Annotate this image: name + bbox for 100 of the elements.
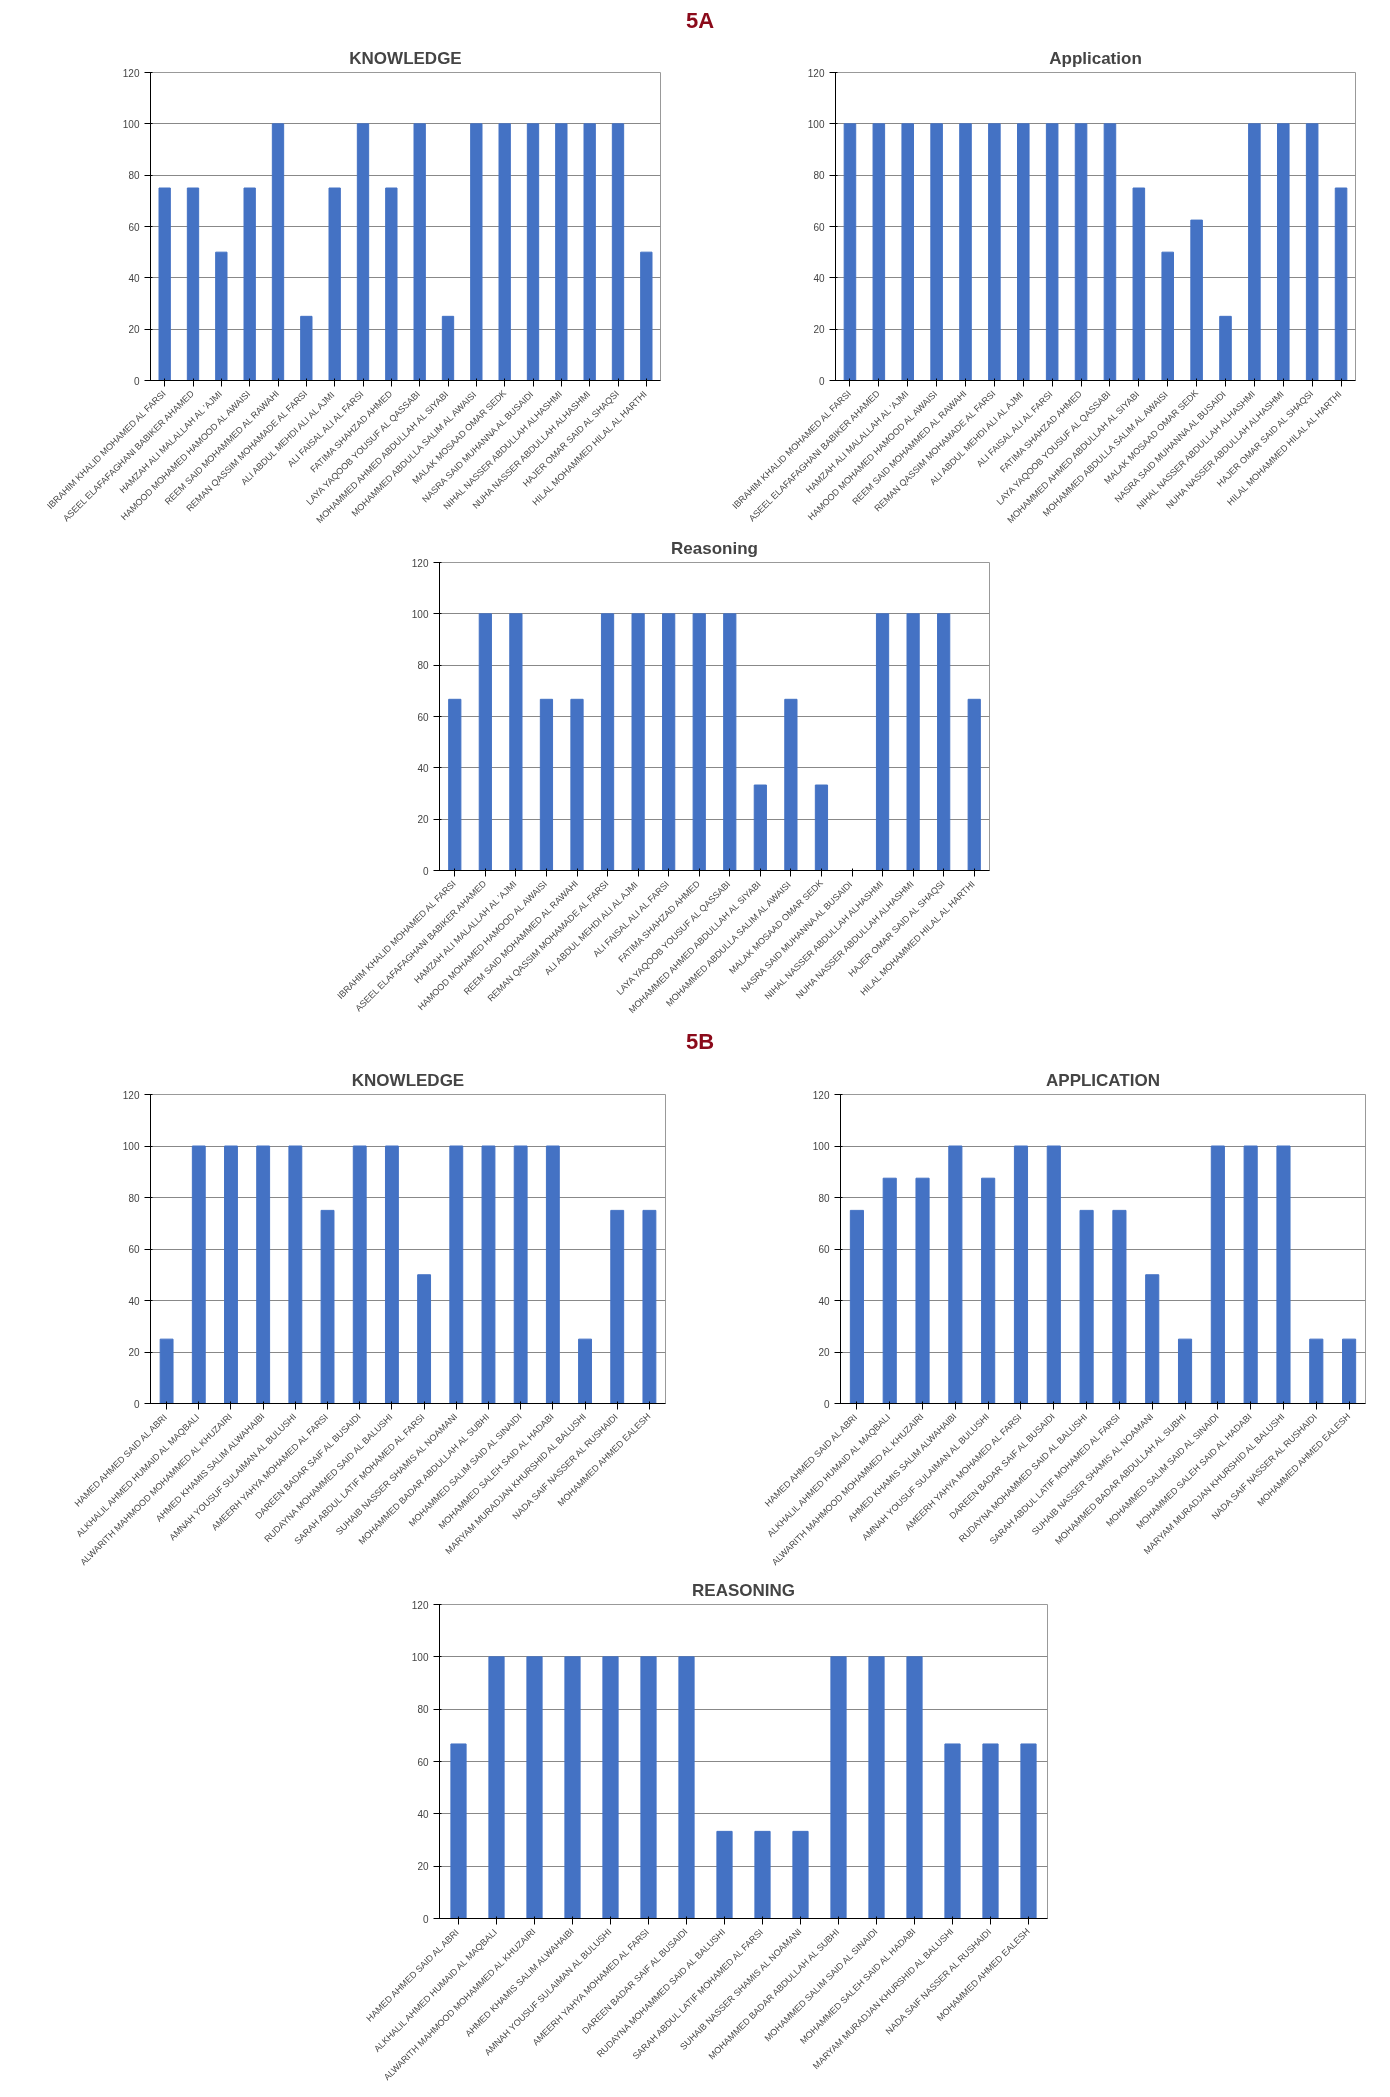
bar [967, 699, 981, 871]
bar [191, 1145, 206, 1404]
bar [1046, 1145, 1061, 1404]
bar [937, 613, 951, 871]
bar [875, 613, 890, 871]
bar [1334, 187, 1348, 381]
bar [498, 123, 511, 381]
bar [564, 1656, 581, 1919]
y-tick-label: 60 [813, 221, 825, 233]
y-tick-label: 40 [818, 1295, 830, 1307]
bar [843, 123, 857, 381]
y-tick-label: 100 [812, 1140, 830, 1152]
y-tick-label: 60 [417, 1756, 429, 1768]
bar [930, 123, 943, 381]
bar [1309, 1338, 1324, 1404]
bar [1017, 123, 1030, 381]
y-tick-label: 0 [823, 1398, 830, 1410]
y-tick-label: 80 [417, 660, 429, 672]
y-tick-label: 120 [411, 1599, 429, 1611]
bar [441, 316, 455, 381]
chart-title: KNOWLEDGE [349, 48, 462, 68]
y-tick-label: 120 [812, 1089, 830, 1101]
bar [1020, 1743, 1037, 1919]
y-tick-label: 60 [818, 1243, 830, 1255]
bar [450, 1743, 467, 1919]
bar [610, 1209, 625, 1404]
bar [300, 316, 313, 381]
bar [328, 187, 341, 381]
bar [545, 1145, 560, 1404]
y-tick-label: 20 [128, 1346, 140, 1358]
bar [448, 699, 462, 871]
bar [882, 1177, 897, 1404]
bar [901, 123, 914, 381]
bar [539, 699, 554, 871]
y-tick-label: 60 [128, 1243, 140, 1255]
bar [1103, 123, 1117, 381]
y-tick-label: 100 [122, 1140, 140, 1152]
y-tick-label: 20 [813, 324, 825, 336]
chart-title: KNOWLEDGE [351, 1070, 465, 1090]
bar [906, 1656, 923, 1919]
bar [1277, 123, 1290, 381]
bar [271, 123, 285, 381]
bar [849, 1209, 864, 1404]
bar [754, 1830, 771, 1919]
bar [631, 613, 645, 871]
bar [158, 187, 171, 381]
bar [640, 252, 653, 381]
bar [872, 123, 886, 381]
bar [1161, 252, 1174, 381]
bar [385, 187, 398, 381]
bar [753, 784, 767, 871]
bar [555, 123, 568, 381]
bar [1243, 1145, 1258, 1404]
bar [792, 1830, 809, 1919]
bar [642, 1209, 657, 1404]
bar [478, 613, 492, 871]
y-tick-label: 80 [417, 1704, 429, 1716]
chart-title: APPLICATION [1046, 1070, 1160, 1090]
y-tick-label: 100 [122, 119, 140, 131]
bar [1079, 1209, 1094, 1404]
y-tick-label: 120 [807, 67, 825, 79]
y-tick-label: 0 [422, 865, 429, 877]
bar [159, 1338, 174, 1404]
y-tick-label: 120 [122, 67, 140, 79]
chart-title: REASONING [692, 1580, 795, 1600]
y-tick-label: 0 [818, 375, 825, 387]
bar [982, 1743, 999, 1919]
bar [640, 1656, 657, 1919]
y-tick-label: 40 [417, 763, 429, 775]
y-tick-label: 80 [128, 1192, 140, 1204]
bar [1074, 123, 1088, 381]
bar [1177, 1338, 1193, 1404]
bar [1276, 1145, 1291, 1404]
bar [1013, 1145, 1029, 1404]
bar [186, 187, 200, 381]
bar [243, 187, 256, 381]
bar [1248, 123, 1261, 381]
bar [481, 1145, 496, 1404]
bar [578, 1338, 592, 1404]
bar [988, 123, 1001, 381]
bar [1132, 187, 1146, 381]
y-tick-label: 20 [417, 814, 429, 826]
y-tick-label: 40 [813, 273, 825, 285]
bar [944, 1743, 961, 1919]
bar [959, 123, 972, 381]
bar [611, 123, 625, 381]
bar [224, 1145, 238, 1404]
y-tick-label: 100 [411, 1651, 429, 1663]
bar [716, 1830, 733, 1919]
bar [814, 784, 829, 871]
bar [526, 123, 540, 381]
bar [509, 613, 523, 871]
bar [320, 1209, 335, 1404]
bar [384, 1145, 399, 1404]
bar [1145, 1274, 1160, 1404]
bar [1210, 1145, 1225, 1404]
y-tick-label: 20 [417, 1861, 429, 1873]
bar [1190, 220, 1203, 381]
bar [583, 123, 596, 381]
bar [513, 1145, 528, 1404]
